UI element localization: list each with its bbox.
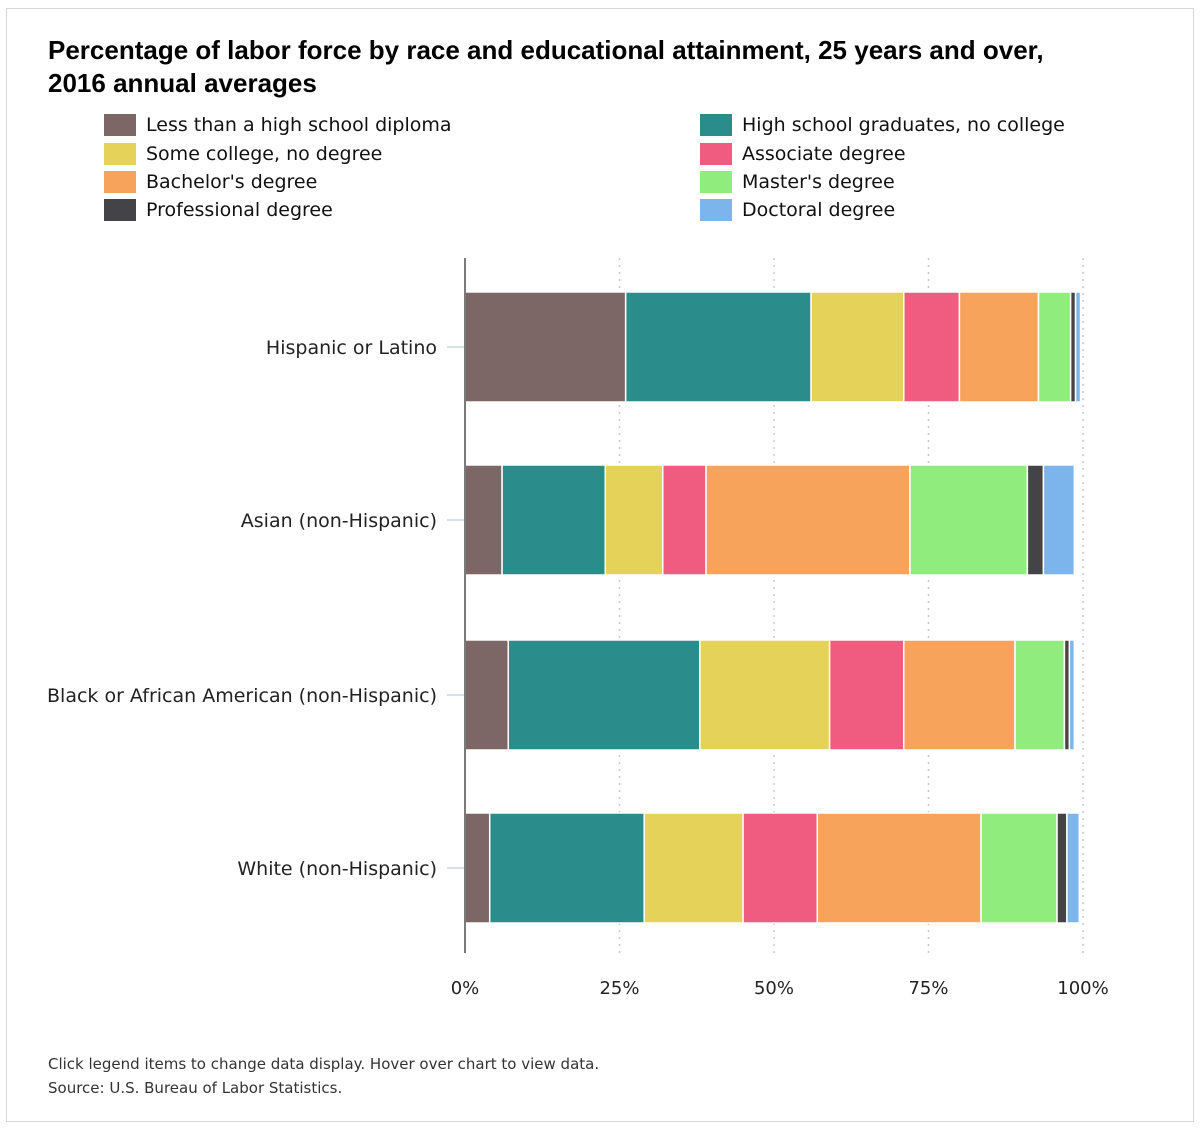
- source-note: Source: U.S. Bureau of Labor Statistics.: [48, 1079, 343, 1097]
- legend-label: Less than a high school diploma: [146, 114, 452, 136]
- bar-segment-white-non-hispanic-high-school-graduates-no-college[interactable]: [488, 812, 645, 924]
- chart-instruction-note: Click legend items to change data displa…: [48, 1055, 600, 1073]
- legend-swatch: [104, 114, 136, 136]
- x-tick-label: 0%: [451, 978, 480, 999]
- bar-segment-hispanic-or-latino-high-school-graduates-no-college[interactable]: [624, 291, 812, 403]
- bar-segment-asian-non-hispanic-doctoral-degree[interactable]: [1042, 464, 1076, 576]
- legend-item-high-school-graduates-no-college[interactable]: High school graduates, no college: [700, 113, 1065, 137]
- legend-item-bachelor-s-degree[interactable]: Bachelor's degree: [104, 170, 317, 194]
- category-label-white-non-hispanic: White (non-Hispanic): [237, 858, 437, 880]
- x-tick-label: 25%: [599, 978, 639, 999]
- bar-segment-white-non-hispanic-less-than-a-high-school-diploma[interactable]: [464, 812, 491, 924]
- bar-segment-asian-non-hispanic-associate-degree[interactable]: [662, 464, 707, 576]
- bar-segment-hispanic-or-latino-less-than-a-high-school-diploma[interactable]: [464, 291, 627, 403]
- legend-item-doctoral-degree[interactable]: Doctoral degree: [700, 198, 895, 222]
- legend-label: Master's degree: [742, 171, 895, 193]
- legend-label: Professional degree: [146, 199, 333, 221]
- bar-segment-black-or-african-american-non-hispanic-less-than-a-high-school-diploma[interactable]: [464, 639, 510, 751]
- bar-segment-black-or-african-american-non-hispanic-master-s-degree[interactable]: [1014, 639, 1066, 751]
- bar-segment-white-non-hispanic-bachelor-s-degree[interactable]: [816, 812, 982, 924]
- bar-segment-white-non-hispanic-master-s-degree[interactable]: [980, 812, 1058, 924]
- legend-swatch: [104, 171, 136, 193]
- bar-segment-asian-non-hispanic-some-college-no-degree[interactable]: [604, 464, 664, 576]
- bar-segment-white-non-hispanic-professional-degree[interactable]: [1056, 812, 1068, 924]
- bar-segment-asian-non-hispanic-bachelor-s-degree[interactable]: [705, 464, 911, 576]
- legend-swatch: [700, 114, 732, 136]
- x-tick-label: 50%: [754, 978, 794, 999]
- bar-segment-asian-non-hispanic-professional-degree[interactable]: [1026, 464, 1045, 576]
- legend-swatch: [700, 199, 732, 221]
- legend-label: High school graduates, no college: [742, 114, 1065, 136]
- legend-item-some-college-no-degree[interactable]: Some college, no degree: [104, 142, 382, 166]
- legend-swatch: [104, 143, 136, 165]
- bar-segment-asian-non-hispanic-less-than-a-high-school-diploma[interactable]: [464, 464, 503, 576]
- bar-segment-white-non-hispanic-doctoral-degree[interactable]: [1066, 812, 1081, 924]
- bar-segment-hispanic-or-latino-some-college-no-degree[interactable]: [810, 291, 905, 403]
- legend-swatch: [700, 143, 732, 165]
- legend-item-less-than-a-high-school-diploma[interactable]: Less than a high school diploma: [104, 113, 452, 137]
- category-label-black-or-african-american-non-hispanic: Black or African American (non-Hispanic): [47, 685, 437, 707]
- legend-item-professional-degree[interactable]: Professional degree: [104, 198, 333, 222]
- bar-segment-black-or-african-american-non-hispanic-some-college-no-degree[interactable]: [699, 639, 831, 751]
- chart-title: Percentage of labor force by race and ed…: [48, 35, 1044, 98]
- legend-item-associate-degree[interactable]: Associate degree: [700, 142, 906, 166]
- x-tick-label: 100%: [1057, 978, 1108, 999]
- bar-segment-black-or-african-american-non-hispanic-high-school-graduates-no-college[interactable]: [507, 639, 701, 751]
- legend-item-master-s-degree[interactable]: Master's degree: [700, 170, 895, 194]
- legend-swatch: [700, 171, 732, 193]
- legend-label: Bachelor's degree: [146, 171, 318, 193]
- bar-segment-hispanic-or-latino-doctoral-degree[interactable]: [1074, 291, 1082, 403]
- bar-segment-black-or-african-american-non-hispanic-associate-degree[interactable]: [828, 639, 905, 751]
- bar-segment-black-or-african-american-non-hispanic-doctoral-degree[interactable]: [1068, 639, 1076, 751]
- bar-segment-black-or-african-american-non-hispanic-bachelor-s-degree[interactable]: [903, 639, 1016, 751]
- bar-segment-hispanic-or-latino-bachelor-s-degree[interactable]: [958, 291, 1040, 403]
- bar-segment-hispanic-or-latino-associate-degree[interactable]: [903, 291, 961, 403]
- bar-segment-white-non-hispanic-some-college-no-degree[interactable]: [643, 812, 744, 924]
- bar-segment-white-non-hispanic-associate-degree[interactable]: [742, 812, 819, 924]
- legend-label: Doctoral degree: [742, 199, 896, 221]
- legend-label: Some college, no degree: [146, 143, 383, 165]
- legend-label: Associate degree: [742, 143, 906, 165]
- category-label-hispanic-or-latino: Hispanic or Latino: [266, 337, 437, 359]
- bar-segment-asian-non-hispanic-master-s-degree[interactable]: [909, 464, 1029, 576]
- bar-segment-asian-non-hispanic-high-school-graduates-no-college[interactable]: [501, 464, 607, 576]
- legend-swatch: [104, 199, 136, 221]
- bar-segment-hispanic-or-latino-master-s-degree[interactable]: [1037, 291, 1072, 403]
- x-tick-label: 75%: [908, 978, 948, 999]
- category-label-asian-non-hispanic: Asian (non-Hispanic): [241, 510, 437, 532]
